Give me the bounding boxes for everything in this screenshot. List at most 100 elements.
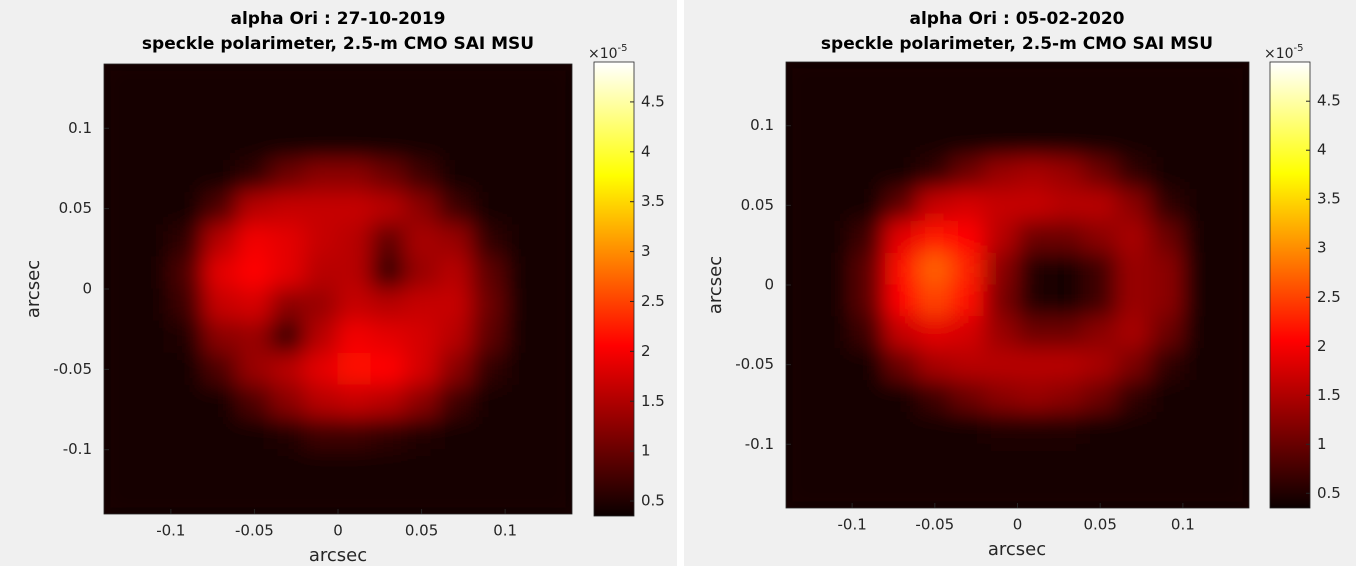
heatmap-cell <box>437 417 473 451</box>
heatmap-cell <box>1083 411 1118 445</box>
heatmap-cell <box>1017 380 1052 413</box>
heatmap-cell <box>1182 157 1217 190</box>
heatmap-cell <box>404 449 439 483</box>
heatmap-cell <box>1215 252 1249 286</box>
heatmap-cell <box>304 192 339 226</box>
heatmap-cell <box>104 95 138 129</box>
heatmap-cell <box>170 224 205 258</box>
heatmap-cell <box>104 288 138 322</box>
heatmap-cell <box>983 284 1018 318</box>
heatmap-cell <box>1083 93 1118 127</box>
heatmap-cell <box>1215 443 1249 477</box>
heatmap-cell <box>818 284 853 318</box>
heatmap-cell <box>538 256 572 290</box>
heatmap-cell <box>170 95 205 129</box>
heatmap-cell <box>404 352 439 386</box>
heatmap-cell <box>1149 475 1184 508</box>
heatmap-cell <box>404 481 439 514</box>
colorbar-tick-label: 1 <box>1317 435 1327 453</box>
heatmap-cell <box>884 252 919 286</box>
heatmap-cell <box>1050 62 1085 95</box>
heatmap-cell <box>983 316 1018 350</box>
cells <box>786 62 1249 508</box>
heatmap-cell <box>471 384 506 419</box>
colorbar-tick-label: 4 <box>1317 141 1327 159</box>
heatmap-cell <box>917 220 952 254</box>
heatmap-cell <box>1017 411 1052 445</box>
heatmap-cell <box>337 64 372 97</box>
heatmap-cell <box>1182 220 1217 254</box>
heatmap-cell <box>786 220 820 254</box>
heatmap-cell <box>950 188 985 222</box>
heatmap-cell <box>1116 475 1151 508</box>
heatmap-cell <box>818 93 853 127</box>
colorbar-tick-label: 4.5 <box>1317 92 1341 110</box>
heatmap-cell <box>1215 125 1249 159</box>
heatmap-cell <box>170 352 205 386</box>
heatmap-cell <box>983 188 1018 222</box>
heatmap-cell <box>437 449 473 483</box>
heatmap-cell <box>538 64 572 97</box>
heatmap-cell <box>983 125 1018 159</box>
heatmap-cell <box>203 449 239 483</box>
heatmap-cell <box>104 256 138 290</box>
heatmap-cell <box>1182 348 1217 382</box>
heatmap-cell <box>136 352 172 386</box>
heatmap-cell <box>471 417 506 451</box>
y-tick-label: 0.1 <box>750 116 774 134</box>
chart-title: speckle polarimeter, 2.5-m CMO SAI MSU <box>142 34 534 54</box>
heatmap-cell <box>237 127 272 161</box>
heatmap-cell <box>851 380 886 413</box>
heatmap-cell <box>203 288 239 322</box>
colorbar-scale-power: -5 <box>1294 43 1304 54</box>
colorbar-scale: ×10-5 <box>588 43 628 62</box>
heatmap-cell <box>1215 220 1249 254</box>
heatmap-cell <box>983 93 1018 127</box>
heatmap-cell <box>1149 443 1184 477</box>
heatmap-cell <box>404 417 439 451</box>
colorbar-tick-label: 4.5 <box>641 92 665 110</box>
heatmap-cell <box>304 320 339 354</box>
heatmap-cell <box>851 411 886 445</box>
heatmap-cell <box>203 384 239 419</box>
heatmap-cell <box>104 481 138 514</box>
heatmap-cell <box>538 384 572 419</box>
x-tick-label: 0.05 <box>1083 516 1116 534</box>
heatmap-cell <box>1017 220 1052 254</box>
heatmap-cell <box>404 159 439 194</box>
colorbar-tick-label: 3 <box>641 242 651 260</box>
heatmap-cell <box>1215 348 1249 382</box>
heatmap-cell <box>370 352 406 386</box>
heatmap-cell <box>983 475 1018 508</box>
heatmap-cell <box>884 188 919 222</box>
heatmap-cell <box>370 127 406 161</box>
heatmap-cell <box>884 443 919 477</box>
heatmap-cell <box>203 224 239 258</box>
heatmap-cell <box>1083 380 1118 413</box>
heatmap-cell <box>337 95 372 129</box>
colorbar-tick-label: 0.5 <box>1317 484 1341 502</box>
heatmap-cell <box>1116 443 1151 477</box>
heatmap-cell <box>404 288 439 322</box>
heatmap-cell <box>950 252 985 286</box>
heatmap-cell <box>818 62 853 95</box>
heatmap-cell <box>851 252 886 286</box>
heatmap-cell <box>1083 475 1118 508</box>
heatmap-cell <box>538 417 572 451</box>
colorbar-tick-label: 3.5 <box>641 192 665 210</box>
heatmap-cell <box>917 125 952 159</box>
heatmap-cell <box>983 348 1018 382</box>
heatmap-cell <box>136 320 172 354</box>
heatmap-cell <box>370 288 406 322</box>
heatmap-cell <box>270 449 306 483</box>
heatmap-cell <box>1182 125 1217 159</box>
heatmap-cell <box>1182 411 1217 445</box>
heatmap-cell <box>538 224 572 258</box>
heatmap-cell <box>917 157 952 190</box>
heatmap-cell <box>1050 188 1085 222</box>
colorbar-tick-label: 2 <box>641 342 651 360</box>
heatmap-cell <box>504 224 540 258</box>
heatmap-cell <box>104 320 138 354</box>
heatmap-cell <box>1050 125 1085 159</box>
